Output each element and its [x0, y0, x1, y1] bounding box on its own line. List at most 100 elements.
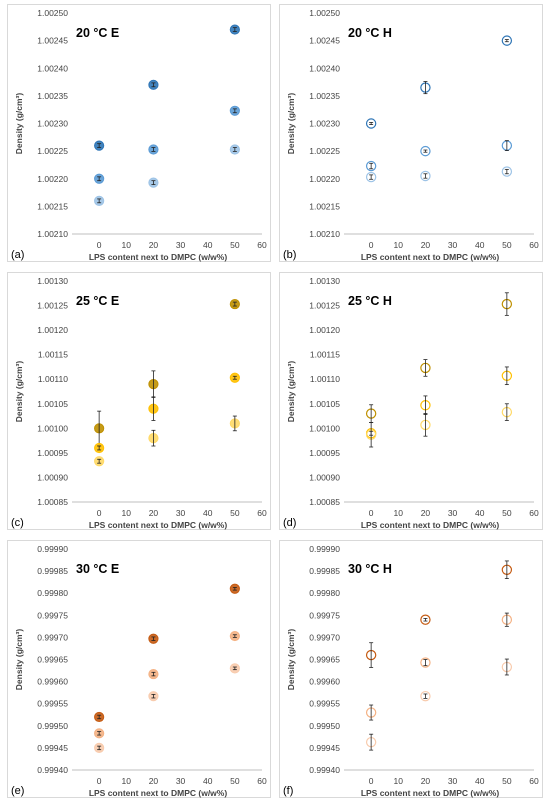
series-2 [94, 372, 240, 454]
x-tick-label: 10 [394, 508, 404, 518]
y-tick-label: 1.00125 [37, 301, 68, 311]
x-tick-label: 20 [421, 508, 431, 518]
y-tick-label: 1.00105 [309, 399, 340, 409]
series-3 [365, 166, 513, 183]
x-tick-label: 10 [122, 240, 132, 250]
series-1 [94, 24, 240, 151]
panel-letter: (b) [283, 249, 296, 261]
y-tick-label: 0.99960 [309, 677, 340, 687]
x-tick-label: 40 [203, 776, 213, 786]
panel-letter: (c) [11, 517, 24, 529]
y-tick-label: 1.00125 [309, 301, 340, 311]
series-3 [365, 403, 513, 448]
series-2 [94, 105, 240, 184]
y-tick-label: 1.00245 [37, 36, 68, 46]
x-tick-label: 40 [203, 508, 213, 518]
panel-letter: (d) [283, 517, 296, 529]
y-tick-label: 1.00130 [309, 276, 340, 286]
panel-title: 30 °C E [76, 562, 119, 576]
y-tick-label: 1.00100 [309, 423, 340, 433]
chart-panel-d: 1.00085 1.00090 1.00095 1.00100 1.00105 1.001… [279, 272, 543, 530]
data-point [501, 166, 513, 177]
x-tick-label: 50 [502, 776, 512, 786]
x-tick-label: 0 [97, 508, 102, 518]
chart-svg-d: 1.00085 1.00090 1.00095 1.00100 1.00105 1.001… [283, 276, 539, 530]
y-tick-label: 1.00245 [309, 36, 340, 46]
x-tick-label: 50 [230, 508, 240, 518]
y-tick-label: 0.99940 [309, 765, 340, 775]
y-tick-label: 1.00235 [309, 91, 340, 101]
series-2 [365, 612, 513, 721]
x-tick-label: 40 [475, 240, 485, 250]
y-tick-label: 0.99950 [309, 721, 340, 731]
chart-svg-e: 0.99940 0.99945 0.99950 0.99955 0.99960 0.999… [11, 544, 267, 798]
y-tick-label: 0.99955 [309, 699, 340, 709]
series-1 [365, 292, 513, 423]
series-1 [94, 583, 240, 723]
y-tick-label: 1.00085 [309, 497, 340, 507]
chart-svg-f: 0.99940 0.99945 0.99950 0.99955 0.99960 0.999… [283, 544, 539, 798]
y-tick-label: 1.00240 [309, 63, 340, 73]
y-tick-label: 0.99985 [37, 566, 68, 576]
y-tick-label: 1.00230 [309, 119, 340, 129]
x-tick-label: 60 [257, 508, 267, 518]
x-tick-label: 0 [97, 776, 102, 786]
y-tick-label: 1.00215 [309, 201, 340, 211]
y-tick-label: 1.00090 [309, 472, 340, 482]
series-1 [365, 35, 513, 129]
y-tick-label: 1.00250 [37, 8, 68, 18]
data-point [365, 118, 377, 129]
x-axis-title: LPS content next to DMPC (w/w%) [89, 252, 228, 262]
y-tick-label: 0.99965 [37, 655, 68, 665]
y-axis-title: Density (g/cm³) [14, 93, 24, 155]
chart-panel-f: 0.99940 0.99945 0.99950 0.99955 0.99960 0.999… [279, 540, 543, 798]
x-tick-label: 50 [502, 240, 512, 250]
x-tick-label: 0 [97, 240, 102, 250]
x-tick-label: 40 [475, 776, 485, 786]
data-point [420, 145, 431, 157]
series-1 [365, 560, 513, 668]
y-axis-title: Density (g/cm³) [14, 361, 24, 423]
chart-panel-b: 1.00210 1.00215 1.00220 1.00225 1.00230 1.002… [279, 4, 543, 262]
y-tick-label: 1.00230 [37, 119, 68, 129]
panel-title: 25 °C E [76, 294, 119, 308]
x-tick-label: 10 [122, 776, 132, 786]
y-tick-label: 1.00120 [37, 325, 68, 335]
y-tick-label: 1.00225 [37, 146, 68, 156]
y-tick-label: 0.99965 [309, 655, 340, 665]
y-tick-label: 0.99940 [37, 765, 68, 775]
y-tick-label: 0.99970 [37, 632, 68, 642]
y-tick-label: 1.00215 [37, 201, 68, 211]
data-point [420, 690, 431, 702]
data-point [365, 160, 377, 172]
chart-panel-c: 1.00085 1.00090 1.00095 1.00100 1.00105 1.001… [7, 272, 271, 530]
x-tick-label: 30 [176, 776, 186, 786]
y-tick-label: 1.00210 [309, 229, 340, 239]
y-tick-label: 1.00110 [38, 374, 68, 384]
x-tick-label: 60 [529, 508, 539, 518]
y-tick-label: 1.00110 [310, 374, 340, 384]
x-tick-label: 50 [502, 508, 512, 518]
y-tick-label: 1.00095 [309, 448, 340, 458]
x-tick-label: 50 [230, 776, 240, 786]
panel-title: 30 °C H [348, 562, 392, 576]
y-tick-label: 0.99990 [37, 544, 68, 554]
x-axis-title: LPS content next to DMPC (w/w%) [361, 520, 500, 530]
panel-title: 25 °C H [348, 294, 392, 308]
y-axis-title: Density (g/cm³) [286, 361, 296, 423]
panel-letter: (f) [283, 785, 293, 797]
data-point [501, 35, 513, 46]
x-tick-label: 20 [149, 240, 159, 250]
y-tick-label: 0.99985 [309, 566, 340, 576]
series-3 [365, 658, 513, 751]
y-tick-label: 1.00115 [38, 350, 68, 360]
y-tick-label: 1.00235 [37, 91, 68, 101]
x-tick-label: 0 [369, 240, 374, 250]
y-tick-label: 0.99950 [37, 721, 68, 731]
x-tick-label: 30 [448, 240, 458, 250]
y-axis-title: Density (g/cm³) [14, 629, 24, 691]
y-tick-label: 1.00115 [310, 350, 340, 360]
y-tick-label: 1.00085 [37, 497, 68, 507]
y-tick-label: 0.99980 [37, 588, 68, 598]
